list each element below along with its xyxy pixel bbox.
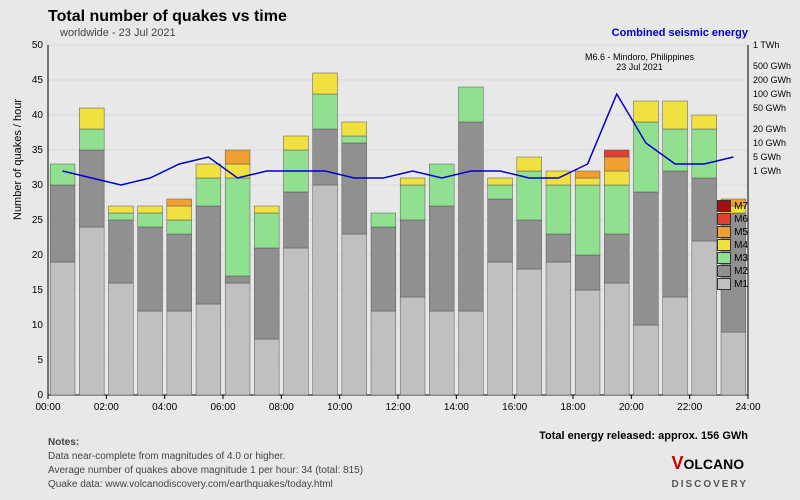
- svg-text:100 GWh: 100 GWh: [753, 89, 791, 99]
- svg-text:5: 5: [37, 355, 43, 366]
- notes-block: Notes: Data near-complete from magnitude…: [48, 436, 363, 492]
- svg-text:20: 20: [32, 250, 44, 261]
- legend-label: M2: [734, 266, 748, 277]
- svg-text:18:00: 18:00: [560, 402, 585, 413]
- legend: M7 M6 M5 M4 M3 M2 M1: [717, 200, 748, 291]
- legend-item-M1: M1: [717, 278, 748, 290]
- legend-label: M1: [734, 279, 748, 290]
- legend-label: M5: [734, 227, 748, 238]
- svg-text:00:00: 00:00: [35, 402, 60, 413]
- chart-container: Total number of quakes vs time worldwide…: [0, 0, 800, 500]
- svg-text:24:00: 24:00: [735, 402, 760, 413]
- volcano-discovery-logo: VOLCANO DISCOVERY: [671, 453, 748, 490]
- legend-swatch: [717, 265, 731, 277]
- notes-title: Notes:: [48, 437, 79, 448]
- total-energy-label: Total energy released: approx. 156 GWh: [539, 430, 748, 442]
- legend-label: M7: [734, 201, 748, 212]
- legend-swatch: [717, 226, 731, 238]
- logo-v: V: [671, 453, 683, 473]
- svg-text:10:00: 10:00: [327, 402, 352, 413]
- annotation-label: M6.6 - Mindoro, Philippines: [585, 52, 694, 62]
- svg-text:14:00: 14:00: [444, 402, 469, 413]
- svg-text:50: 50: [32, 40, 44, 51]
- notes-line-3: Quake data: www.volcanodiscovery.com/ear…: [48, 479, 333, 490]
- svg-text:22:00: 22:00: [677, 402, 702, 413]
- legend-swatch: [717, 200, 731, 212]
- svg-text:35: 35: [32, 145, 44, 156]
- legend-swatch: [717, 239, 731, 251]
- annotation-date: 23 Jul 2021: [616, 62, 663, 72]
- legend-swatch: [717, 278, 731, 290]
- svg-text:1 GWh: 1 GWh: [753, 166, 781, 176]
- legend-item-M3: M3: [717, 252, 748, 264]
- notes-line-2: Average number of quakes above magnitude…: [48, 465, 363, 476]
- svg-text:02:00: 02:00: [94, 402, 119, 413]
- legend-label: M6: [734, 214, 748, 225]
- svg-text:40: 40: [32, 110, 44, 121]
- legend-item-M7: M7: [717, 200, 748, 212]
- legend-item-M6: M6: [717, 213, 748, 225]
- svg-text:1 TWh: 1 TWh: [753, 40, 779, 50]
- svg-text:25: 25: [32, 215, 44, 226]
- svg-text:45: 45: [32, 75, 44, 86]
- svg-text:10 GWh: 10 GWh: [753, 138, 786, 148]
- svg-text:16:00: 16:00: [502, 402, 527, 413]
- svg-text:20:00: 20:00: [619, 402, 644, 413]
- legend-swatch: [717, 252, 731, 264]
- logo-text: OLCANO: [683, 456, 744, 472]
- legend-swatch: [717, 213, 731, 225]
- svg-text:0: 0: [37, 390, 43, 401]
- svg-text:15: 15: [32, 285, 44, 296]
- svg-text:30: 30: [32, 180, 44, 191]
- svg-text:20 GWh: 20 GWh: [753, 124, 786, 134]
- legend-label: M3: [734, 253, 748, 264]
- svg-text:10: 10: [32, 320, 44, 331]
- svg-text:5 GWh: 5 GWh: [753, 152, 781, 162]
- svg-text:500 GWh: 500 GWh: [753, 61, 791, 71]
- legend-item-M5: M5: [717, 226, 748, 238]
- event-annotation: M6.6 - Mindoro, Philippines 23 Jul 2021: [585, 52, 694, 72]
- svg-text:200 GWh: 200 GWh: [753, 75, 791, 85]
- notes-line-1: Data near-complete from magnitudes of 4.…: [48, 451, 285, 462]
- svg-text:50 GWh: 50 GWh: [753, 103, 786, 113]
- legend-item-M2: M2: [717, 265, 748, 277]
- svg-text:08:00: 08:00: [269, 402, 294, 413]
- legend-item-M4: M4: [717, 239, 748, 251]
- svg-text:06:00: 06:00: [210, 402, 235, 413]
- chart-svg: 0 5 10 15 20 25 30 35 40 45 50 00:00 02:00 04:00 06:00…: [0, 0, 800, 500]
- legend-label: M4: [734, 240, 748, 251]
- svg-text:12:00: 12:00: [385, 402, 410, 413]
- svg-text:04:00: 04:00: [152, 402, 177, 413]
- logo-subtext: DISCOVERY: [671, 479, 748, 490]
